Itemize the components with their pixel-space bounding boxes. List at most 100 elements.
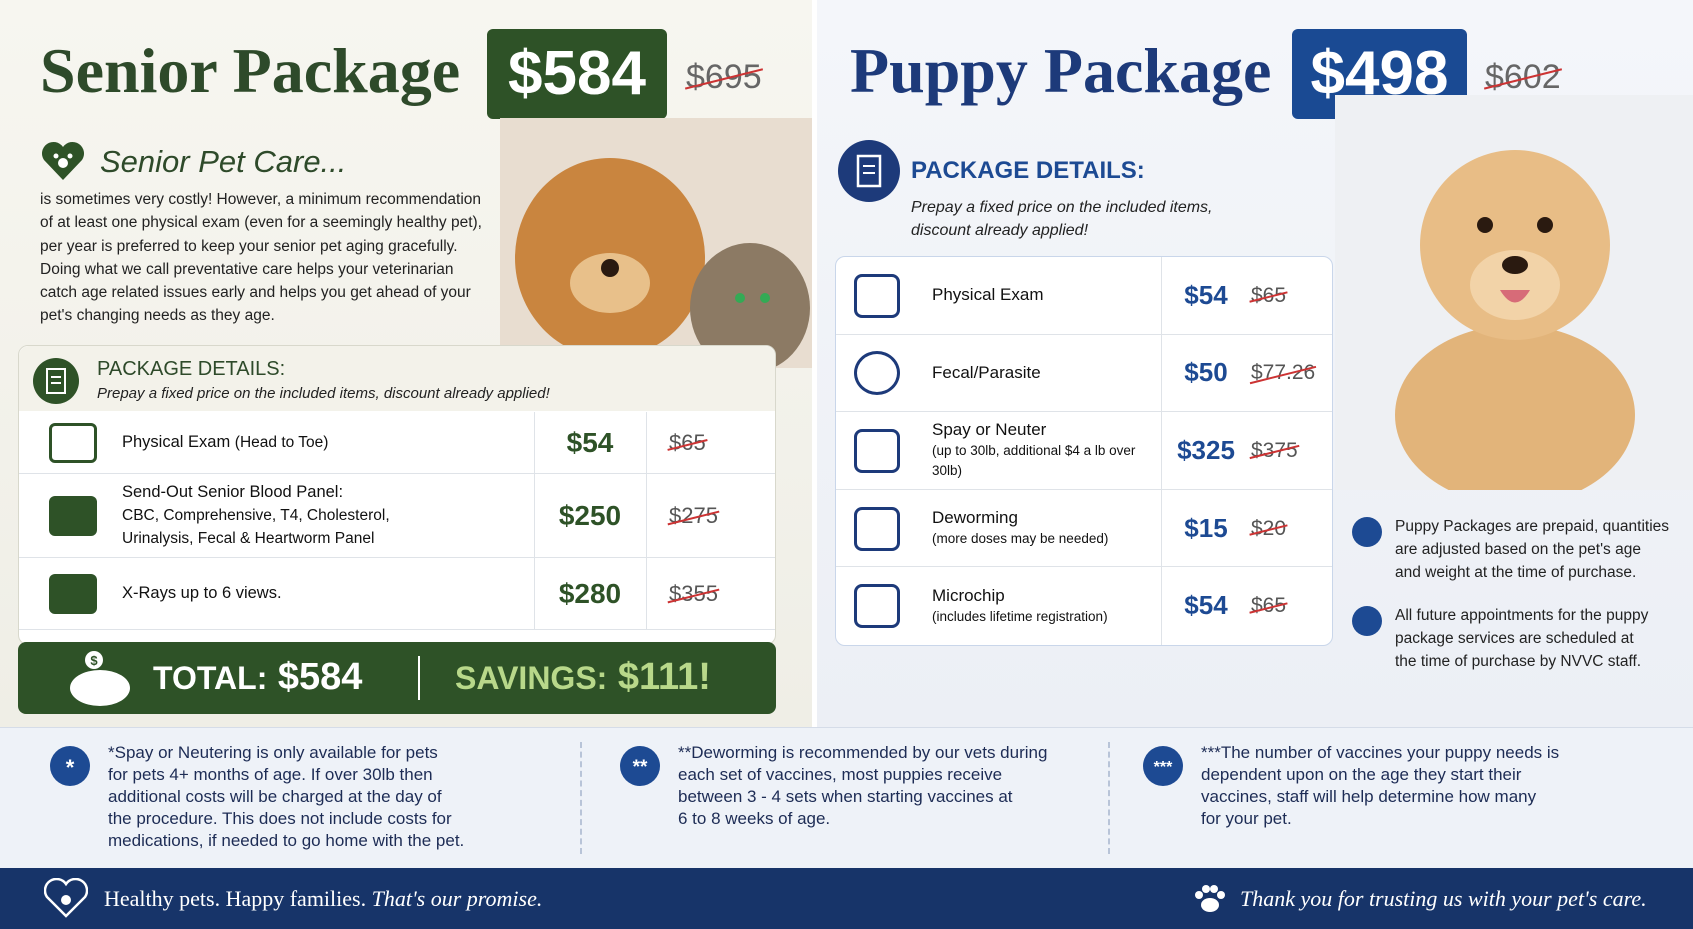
- footnote-icon: ***: [1143, 746, 1183, 786]
- old-price-cell: $65: [1251, 284, 1286, 308]
- row-old-price: $65: [669, 430, 706, 455]
- footnote-text: **Deworming is recommended by our vets d…: [678, 743, 1048, 828]
- old-price-cell: $355: [669, 581, 718, 607]
- row-name: Physical Exam: [122, 433, 231, 451]
- table-row: Physical Exam $54 $65: [836, 257, 1332, 335]
- senior-details: PACKAGE DETAILS: Prepay a fixed price on…: [18, 345, 776, 645]
- cell-divider: [646, 412, 647, 473]
- row-old-price: $275: [669, 503, 718, 528]
- cell-divider: [1161, 412, 1162, 489]
- cell-divider: [1161, 567, 1162, 645]
- footnote-divider: [1108, 742, 1110, 854]
- row-text: Physical Exam (Head to Toe): [122, 412, 492, 473]
- senior-panel: Senior Package $584 $695 Senior Pet Care…: [0, 0, 812, 727]
- row-name: Spay or Neuter: [932, 420, 1047, 440]
- row-old-price: $375: [1251, 438, 1298, 462]
- cell-divider: [534, 558, 535, 629]
- row-note: (up to 30lb, additional $4 a lb over 30l…: [932, 443, 1136, 479]
- row-icon: [49, 496, 97, 536]
- row-name: Fecal/Parasite: [932, 362, 1041, 382]
- row-name: Physical Exam: [932, 285, 1044, 305]
- footer-left: Healthy pets. Happy families. That's our…: [104, 886, 542, 912]
- old-price-cell: $275: [669, 503, 718, 529]
- row-name: X-Rays up to 6 views.: [122, 584, 282, 602]
- old-price-cell: $20: [1251, 517, 1286, 541]
- table-row: Microchip (includes lifetime registration…: [836, 567, 1332, 645]
- note-text: Puppy Packages are prepaid, quantities a…: [1395, 518, 1670, 581]
- row-price: $54: [1184, 279, 1228, 310]
- table-row: Send-Out Senior Blood Panel: CBC, Compreh…: [19, 474, 775, 558]
- row-icon: [854, 428, 900, 473]
- divider: [418, 656, 420, 700]
- row-note: CBC, Comprehensive, T4, Cholesterol, Uri…: [122, 507, 390, 547]
- row-icon: [854, 506, 900, 551]
- footnote-text: *Spay or Neutering is only available for…: [108, 743, 465, 850]
- senior-title: Senior Package: [40, 35, 461, 106]
- footer-left-em: That's our promise.: [371, 886, 543, 911]
- row-text: Deworming (more doses may be needed): [932, 490, 1162, 567]
- footnote-icon: *: [50, 746, 90, 786]
- row-note: (Head to Toe): [234, 434, 329, 451]
- puppy-rows: Physical Exam $54 $65 Fecal/Parasite $50 $77.…: [835, 256, 1333, 646]
- cell-divider: [1161, 489, 1162, 567]
- care-heading: Senior Pet Care...: [100, 144, 347, 179]
- row-old-price: $355: [669, 581, 718, 606]
- savings: SAVINGS: $111!: [455, 656, 711, 699]
- svg-text:$: $: [90, 653, 98, 668]
- row-old-price: $65: [1251, 283, 1287, 307]
- row-price: $50: [1184, 357, 1228, 388]
- paw-icon: [1195, 885, 1225, 912]
- footer-left-text: Healthy pets. Happy families.: [104, 886, 367, 911]
- total-bar: $ TOTAL: $584 SAVINGS: $111!: [18, 642, 776, 714]
- row-old-price: $77.26: [1251, 361, 1316, 385]
- row-price: $54: [566, 427, 614, 458]
- savings-label: SAVINGS:: [455, 660, 608, 696]
- footer-right: Thank you for trusting us with your pet'…: [1240, 886, 1647, 911]
- details-subtitle: Prepay a fixed price on the included ite…: [97, 385, 550, 402]
- heart-icon: [41, 141, 85, 180]
- puppy-title: Puppy Package: [850, 35, 1272, 106]
- footnotes: * *Spay or Neutering is only available fo…: [0, 727, 1693, 868]
- row-name-line: X-Rays up to 6 views.: [122, 582, 492, 605]
- row-price: $54: [1184, 590, 1228, 621]
- row-icon: [854, 351, 900, 396]
- senior-old-price: $695: [686, 58, 762, 96]
- details-heading: PACKAGE DETAILS:: [911, 157, 1145, 184]
- footnote-icon: **: [620, 746, 660, 786]
- table-row: Deworming (more doses may be needed) $15 $2…: [836, 489, 1332, 568]
- row-name: Deworming: [932, 508, 1018, 528]
- old-price-cell: $65: [1251, 594, 1286, 618]
- old-price-cell: $375: [1251, 439, 1298, 463]
- old-price-cell: $65: [669, 430, 706, 456]
- puppy-photo: [1335, 95, 1693, 490]
- row-text: Send-Out Senior Blood Panel: CBC, Compreh…: [122, 474, 492, 557]
- row-name-line: Send-Out Senior Blood Panel:: [122, 481, 492, 504]
- row-icon: [854, 273, 900, 318]
- row-name-line: Physical Exam (Head to Toe): [122, 431, 492, 454]
- cell-divider: [646, 474, 647, 557]
- heart-icon: [44, 878, 88, 918]
- row-price: $250: [558, 500, 622, 531]
- footer: Healthy pets. Happy families. That's our…: [0, 868, 1693, 929]
- row-price: $325: [1177, 434, 1235, 465]
- footnote-divider: [580, 742, 582, 854]
- details-subtitle: Prepay a fixed price on the included ite…: [911, 199, 1213, 239]
- row-note: (includes lifetime registration): [932, 609, 1108, 625]
- puppy-old-price: $602: [1485, 58, 1561, 96]
- savings-value: $111!: [617, 656, 711, 698]
- table-row: Fecal/Parasite $50 $77.26: [836, 334, 1332, 413]
- row-icon: [854, 584, 900, 629]
- check-icon: [1352, 606, 1382, 636]
- table-row: X-Rays up to 6 views. $280 $355: [19, 558, 775, 630]
- row-price: $280: [558, 578, 622, 609]
- senior-rows: Physical Exam (Head to Toe) $54 $65 Send-Ou…: [19, 412, 775, 644]
- table-row: Spay or Neuter (up to 30lb, additional $4…: [836, 412, 1332, 490]
- row-text: Microchip (includes lifetime registration…: [932, 567, 1162, 645]
- dog-cat-photo: [500, 118, 812, 368]
- row-old-price: $20: [1251, 516, 1287, 540]
- row-icon: [49, 423, 97, 463]
- check-icon: [1352, 517, 1382, 547]
- cell-divider: [534, 412, 535, 473]
